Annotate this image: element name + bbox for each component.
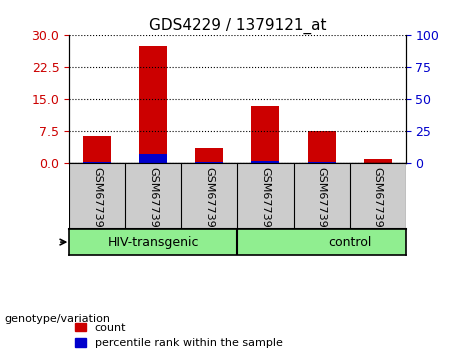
Text: GSM677390: GSM677390 [92,167,102,234]
Bar [364,159,392,164]
Text: GSM677392: GSM677392 [204,167,214,235]
Bar [307,131,336,164]
Bar [251,161,279,164]
Bar [195,161,224,164]
Text: GSM677393: GSM677393 [260,167,271,234]
Text: GSM677391: GSM677391 [148,167,158,234]
Text: genotype/variation: genotype/variation [5,314,111,324]
Bar [83,161,111,164]
Bar [251,106,279,164]
Text: control: control [328,235,371,249]
Legend: count, percentile rank within the sample: count, percentile rank within the sample [75,322,283,348]
Bar [364,163,392,164]
Bar [139,154,167,164]
Text: GSM677395: GSM677395 [372,167,383,234]
Text: GSM677394: GSM677394 [317,167,326,235]
Bar [139,46,167,164]
Bar [307,161,336,164]
Text: HIV-transgenic: HIV-transgenic [107,235,199,249]
Bar [195,148,224,164]
Bar [83,136,111,164]
Title: GDS4229 / 1379121_at: GDS4229 / 1379121_at [148,18,326,34]
